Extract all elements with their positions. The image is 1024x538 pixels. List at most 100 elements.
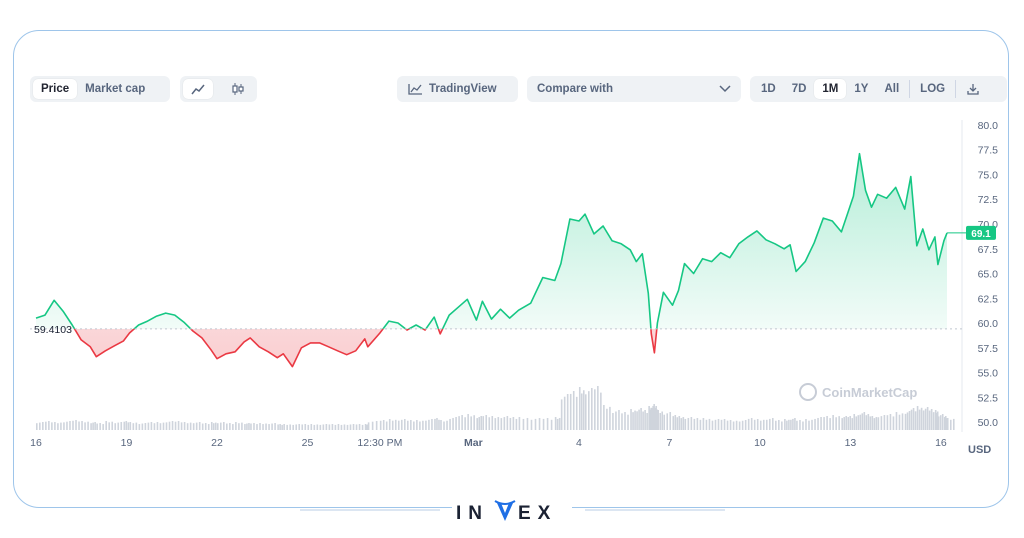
volume-bar bbox=[183, 422, 186, 430]
volume-bar bbox=[274, 423, 276, 430]
volume-bar bbox=[283, 424, 285, 430]
volume-bar bbox=[123, 421, 126, 430]
volume-bar bbox=[936, 411, 939, 430]
volume-bar bbox=[307, 424, 310, 430]
line-chart-button[interactable] bbox=[183, 79, 213, 99]
volume-bar bbox=[554, 417, 557, 430]
compare-select[interactable]: Compare with bbox=[527, 76, 741, 102]
volume-bar bbox=[174, 421, 177, 430]
volume-bar bbox=[75, 420, 77, 430]
tradingview-content: TradingView bbox=[400, 79, 505, 99]
y-tick-label: 75.0 bbox=[978, 169, 999, 181]
volume-bar bbox=[250, 423, 252, 430]
volume-bar bbox=[811, 419, 813, 430]
volume-bar bbox=[674, 415, 677, 430]
volume-bar bbox=[506, 416, 509, 430]
volume-bar bbox=[168, 421, 171, 430]
volume-bar bbox=[515, 418, 518, 430]
volume-bar bbox=[937, 416, 940, 430]
volume-bar bbox=[638, 409, 640, 430]
volume-bar bbox=[491, 416, 494, 430]
volume-bar bbox=[385, 421, 388, 430]
volume-bar bbox=[916, 406, 919, 430]
candlestick-button[interactable] bbox=[223, 79, 253, 99]
volume-bar bbox=[438, 419, 440, 430]
volume-bar bbox=[476, 418, 478, 430]
volume-bar bbox=[277, 424, 279, 430]
volume-bar bbox=[566, 394, 569, 430]
volume-bar bbox=[926, 407, 929, 430]
volume-bar bbox=[747, 418, 750, 430]
volume-bar bbox=[781, 421, 783, 430]
tradingview-button[interactable]: TradingView bbox=[397, 76, 518, 102]
volume-bar bbox=[912, 408, 915, 430]
volume-bar bbox=[407, 420, 409, 430]
volume-bar bbox=[129, 422, 132, 430]
invex-logo-mark: IN EX bbox=[456, 500, 550, 524]
volume-bar bbox=[843, 417, 845, 430]
volume-bar bbox=[180, 422, 183, 430]
volume-bar bbox=[60, 422, 62, 430]
volume-bar bbox=[853, 414, 856, 430]
volume-bar bbox=[313, 424, 316, 430]
tradingview-icon bbox=[408, 84, 422, 95]
volume-bar bbox=[455, 417, 457, 430]
volume-bar bbox=[924, 408, 927, 430]
volume-bar bbox=[584, 394, 587, 430]
volume-bar bbox=[682, 417, 685, 430]
volume-bar bbox=[431, 419, 433, 430]
volume-bar bbox=[177, 421, 180, 430]
range-1d[interactable]: 1D bbox=[761, 83, 776, 95]
volume-bar bbox=[615, 411, 617, 430]
volume-bar bbox=[624, 412, 626, 430]
metric-toggle: Price Market cap bbox=[30, 76, 170, 102]
volume-bar bbox=[334, 424, 337, 430]
range-all[interactable]: All bbox=[884, 83, 900, 95]
volume-bar bbox=[391, 420, 394, 430]
volume-bar bbox=[331, 424, 334, 430]
download-button[interactable] bbox=[958, 79, 988, 99]
volume-bar bbox=[886, 415, 889, 430]
svg-text:IN: IN bbox=[456, 503, 489, 524]
volume-bar bbox=[78, 421, 80, 430]
volume-bar bbox=[904, 413, 907, 430]
volume-bar bbox=[655, 406, 657, 430]
volume-bar bbox=[125, 421, 128, 430]
volume-bar bbox=[289, 424, 291, 430]
volume-bar bbox=[443, 421, 445, 430]
volume-bar bbox=[207, 424, 210, 430]
volume-bar bbox=[503, 417, 506, 430]
volume-bar bbox=[865, 415, 868, 430]
volume-bar bbox=[649, 409, 651, 430]
volume-bar bbox=[653, 404, 655, 430]
volume-bar bbox=[201, 423, 204, 430]
tab-market-cap[interactable]: Market cap bbox=[85, 83, 146, 95]
volume-bar bbox=[440, 420, 442, 430]
volume-bar bbox=[530, 419, 533, 430]
volume-bar bbox=[214, 422, 217, 430]
volume-bar bbox=[634, 410, 636, 430]
y-tick-label: 62.5 bbox=[978, 293, 999, 305]
tab-price[interactable]: Price bbox=[33, 79, 78, 99]
volume-bar bbox=[606, 408, 608, 430]
volume-bar bbox=[478, 417, 481, 430]
log-button[interactable]: LOG bbox=[920, 83, 946, 95]
volume-bar bbox=[325, 424, 328, 430]
volume-bar bbox=[928, 410, 931, 430]
volume-bar bbox=[482, 416, 485, 430]
range-7d[interactable]: 7D bbox=[791, 83, 807, 95]
volume-bar bbox=[310, 424, 313, 430]
range-1y[interactable]: 1Y bbox=[854, 83, 869, 95]
volume-bar bbox=[223, 422, 225, 430]
volume-bar bbox=[726, 420, 729, 430]
volume-bar bbox=[241, 422, 243, 430]
price-line bbox=[35, 152, 966, 368]
watermark-text: CoinMarketCap bbox=[822, 385, 917, 400]
volume-bar bbox=[57, 423, 59, 430]
range-1m[interactable]: 1M bbox=[814, 79, 847, 99]
y-axis-ticks: 80.077.575.072.570.067.565.062.560.057.5… bbox=[978, 120, 999, 429]
current-price-badge: 69.1 bbox=[966, 225, 996, 240]
volume-bar bbox=[835, 417, 837, 430]
volume-bar bbox=[51, 422, 53, 430]
volume-bar bbox=[627, 414, 629, 430]
